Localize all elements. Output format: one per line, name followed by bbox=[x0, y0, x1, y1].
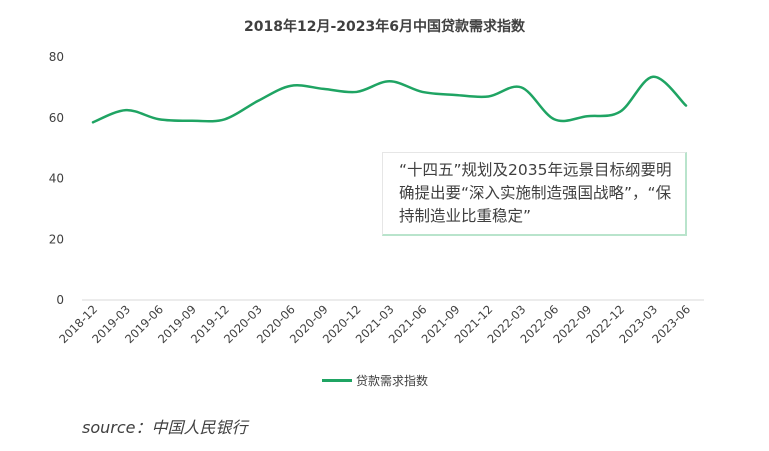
x-axis-ticks: 2018-122019-032019-062019-092019-122020-… bbox=[56, 302, 693, 346]
y-tick-label: 40 bbox=[49, 172, 64, 186]
legend-label: 贷款需求指数 bbox=[356, 374, 429, 388]
y-tick-label: 80 bbox=[49, 50, 64, 64]
annotation-box: “十四五”规划及2035年远景目标纲要明确提出要“深入实施制造强国战略”，“保持… bbox=[382, 152, 687, 236]
chart-title: 2018年12月-2023年6月中国贷款需求指数 bbox=[244, 19, 525, 35]
y-tick-label: 20 bbox=[49, 232, 64, 246]
y-tick-label: 0 bbox=[56, 293, 64, 307]
series-line-贷款需求指数 bbox=[91, 75, 688, 124]
source-note: source：中国人民银行 bbox=[82, 418, 248, 437]
legend: 贷款需求指数 bbox=[322, 372, 428, 389]
y-tick-label: 60 bbox=[49, 111, 64, 125]
legend-line-swatch bbox=[322, 379, 352, 382]
y-axis-ticks: 0 20 40 60 80 bbox=[49, 50, 64, 307]
